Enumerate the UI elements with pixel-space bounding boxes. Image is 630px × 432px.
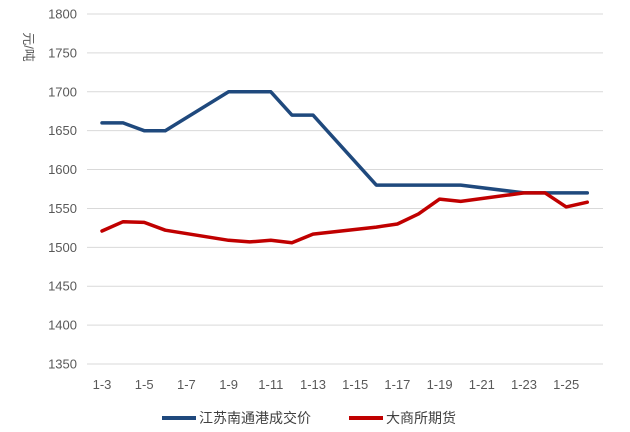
y-tick-label: 1400	[48, 318, 77, 333]
y-tick-label: 1600	[48, 162, 77, 177]
y-tick-label: 1700	[48, 84, 77, 99]
legend-item-series-1: 江苏南通港成交价	[162, 410, 311, 426]
y-tick-label: 1450	[48, 279, 77, 294]
series-line-1	[100, 90, 590, 195]
y-tick-label: 1550	[48, 201, 77, 216]
y-tick-label: 1650	[48, 123, 77, 138]
legend-label-series-1: 江苏南通港成交价	[199, 410, 311, 426]
x-tick-label: 1-9	[219, 377, 238, 392]
x-tick-label: 1-13	[300, 377, 326, 392]
x-tick-label: 1-11	[258, 377, 283, 392]
x-tick-label: 1-5	[135, 377, 154, 392]
legend-label-series-2: 大商所期货	[386, 410, 456, 426]
y-tick-label: 1500	[48, 240, 77, 255]
x-tick-label: 1-19	[427, 377, 453, 392]
y-axis-tick-labels: 1350 1400 1450 1500 1550 1600 1650 1700 1750 1800	[48, 7, 77, 372]
x-tick-label: 1-23	[511, 377, 537, 392]
legend-item-series-2: 大商所期货	[349, 410, 456, 426]
y-tick-label: 1800	[48, 7, 77, 22]
x-tick-label: 1-15	[342, 377, 368, 392]
y-tick-label: 1350	[48, 357, 77, 372]
series-line-2	[100, 191, 590, 245]
series-lines	[100, 90, 590, 245]
y-axis-label: 元/吨	[21, 32, 36, 62]
x-tick-label: 1-3	[93, 377, 112, 392]
x-tick-label: 1-7	[177, 377, 196, 392]
x-axis-tick-labels: 1-3 1-5 1-7 1-9 1-11 1-13 1-15 1-17 1-19 1-21 1-23…	[93, 377, 580, 392]
y-tick-label: 1750	[48, 45, 77, 60]
x-tick-label: 1-25	[553, 377, 579, 392]
x-tick-label: 1-21	[469, 377, 495, 392]
grid-lines	[87, 13, 603, 326]
legend: 江苏南通港成交价 大商所期货	[162, 410, 456, 426]
x-tick-label: 1-17	[384, 377, 410, 392]
